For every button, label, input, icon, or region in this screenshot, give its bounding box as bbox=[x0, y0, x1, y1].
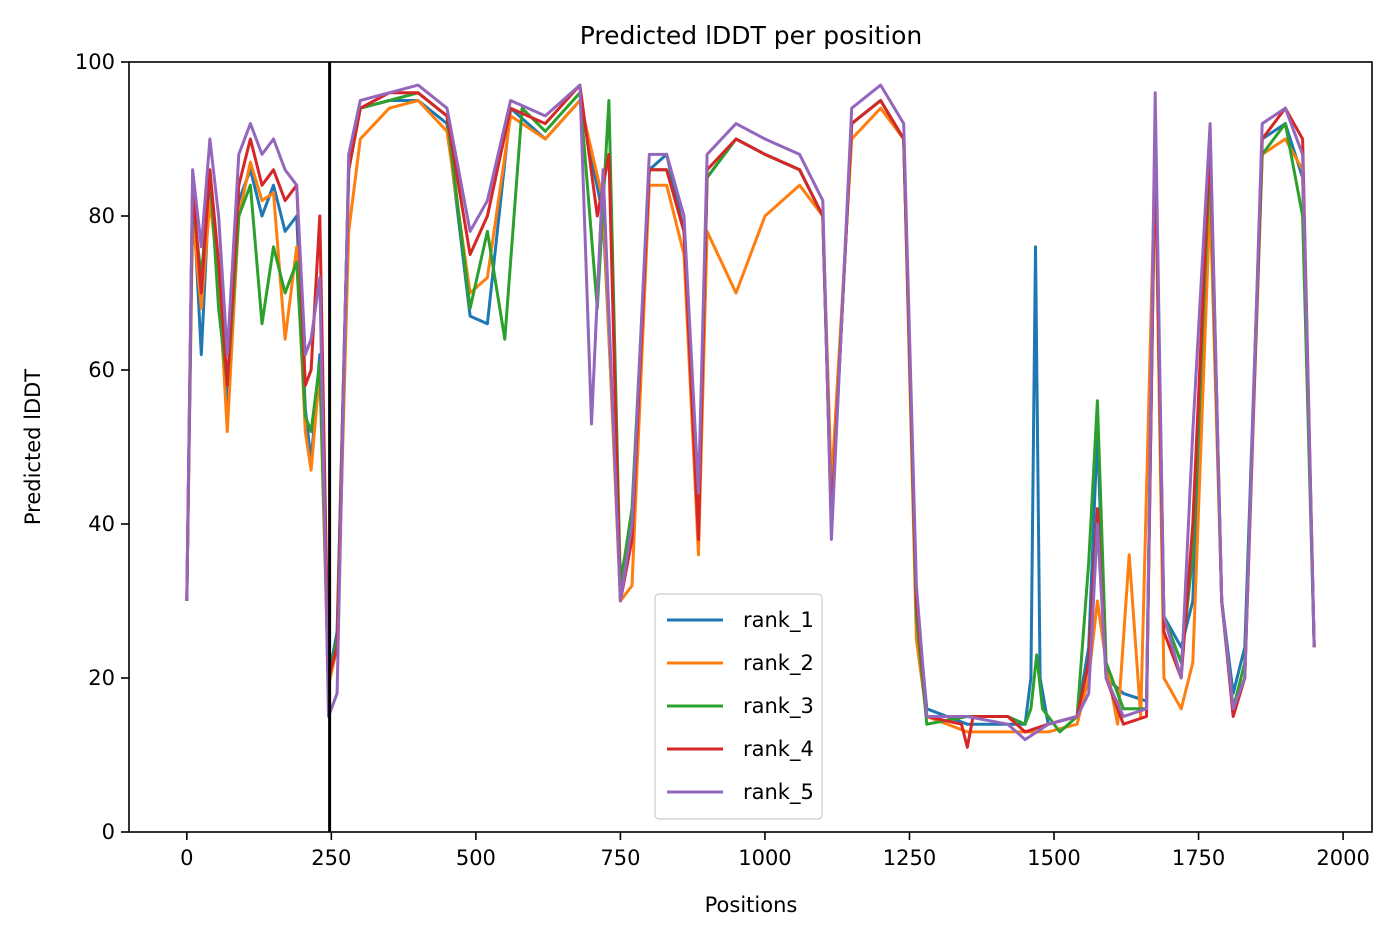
legend: rank_1 rank_2 rank_3 rank_4 rank_5 bbox=[654, 593, 823, 820]
plot-frame bbox=[128, 61, 1373, 833]
y-axis-label: Predicted lDDT bbox=[21, 369, 45, 525]
y-tick-label: 80 bbox=[88, 204, 115, 228]
x-tick-label: 2000 bbox=[1316, 846, 1369, 870]
x-tick-label: 1750 bbox=[1172, 846, 1225, 870]
x-tick-label: 750 bbox=[600, 846, 640, 870]
series-layer bbox=[185, 83, 1316, 749]
x-axis: 0 250 500 750 1000 1250 1500 1750 2000 bbox=[180, 832, 1370, 870]
x-tick-label: 250 bbox=[311, 846, 351, 870]
legend-label-rank-1: rank_1 bbox=[743, 608, 814, 633]
legend-box bbox=[654, 593, 823, 820]
x-axis-label: Positions bbox=[705, 893, 798, 917]
y-tick-label: 0 bbox=[102, 820, 115, 844]
x-tick-label: 1500 bbox=[1027, 846, 1080, 870]
x-tick-label: 1000 bbox=[738, 846, 791, 870]
series-line-rank-5 bbox=[185, 83, 1316, 742]
y-axis: 0 20 40 60 80 100 bbox=[75, 50, 129, 844]
legend-label-rank-2: rank_2 bbox=[743, 651, 814, 676]
legend-label-rank-3: rank_3 bbox=[743, 694, 814, 719]
x-tick-label: 500 bbox=[456, 846, 496, 870]
x-tick-label: 1250 bbox=[883, 846, 936, 870]
legend-label-rank-5: rank_5 bbox=[743, 780, 814, 805]
y-tick-label: 100 bbox=[75, 50, 115, 74]
legend-label-rank-4: rank_4 bbox=[743, 737, 814, 762]
y-tick-label: 40 bbox=[88, 512, 115, 536]
y-tick-label: 60 bbox=[88, 358, 115, 382]
y-tick-label: 20 bbox=[88, 666, 115, 690]
chart-title: Predicted lDDT per position bbox=[580, 21, 922, 50]
x-tick-label: 0 bbox=[180, 846, 193, 870]
